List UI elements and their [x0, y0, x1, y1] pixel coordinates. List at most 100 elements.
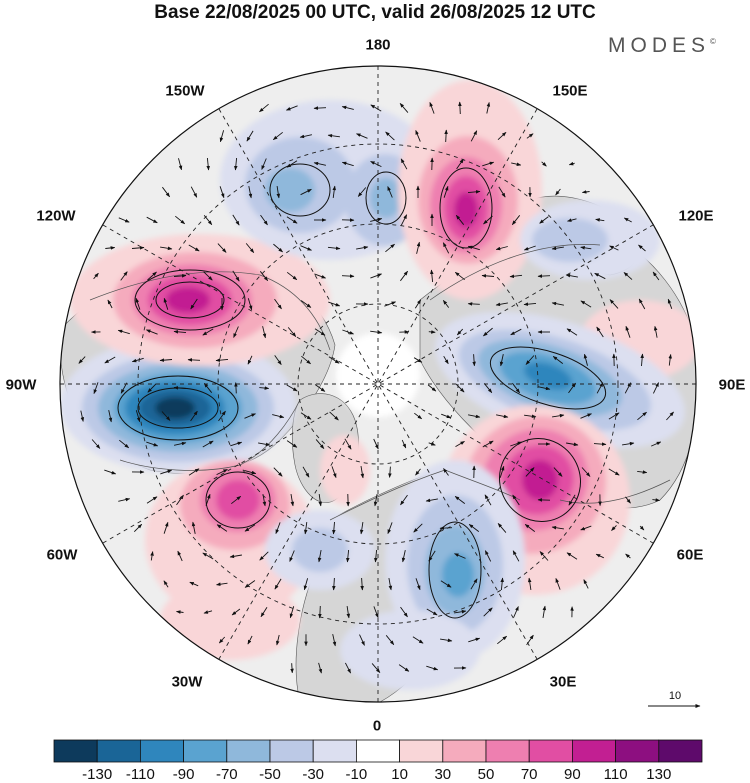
wind-vector [260, 607, 268, 618]
wind-vector [135, 410, 141, 423]
wind-vector [428, 442, 436, 446]
wind-vector [538, 386, 551, 391]
wind-vector [468, 637, 481, 643]
wind-vector [261, 158, 267, 170]
wind-vector [259, 551, 269, 561]
wind-vector [541, 161, 547, 167]
wind-vector [104, 356, 116, 364]
wind-vector [314, 384, 326, 392]
wind-vector [120, 382, 128, 394]
colorbar-tick-label: 110 [603, 766, 628, 783]
wind-vector [328, 356, 340, 364]
wind-vector [332, 185, 337, 198]
wind-vector [481, 274, 495, 278]
wind-vector [327, 133, 340, 138]
colorbar-tick-label: -130 [82, 766, 113, 783]
wind-vector [314, 273, 327, 279]
colorbar-swatch [528, 739, 573, 763]
colorbar-tick-label: 50 [477, 766, 495, 783]
wind-vector [274, 298, 282, 310]
wind-vector [231, 608, 241, 616]
wind-vector [190, 410, 198, 422]
wind-vector [314, 328, 326, 336]
wind-vector [398, 664, 410, 672]
wind-vector [135, 297, 141, 310]
colorbar-swatch [442, 739, 487, 763]
wind-vector [467, 190, 481, 194]
wind-vector [637, 411, 647, 421]
wind-vector [163, 297, 169, 310]
colorbar-tick-label: 30 [434, 766, 452, 783]
colorbar-tick-label: 70 [520, 766, 538, 783]
wind-vector [568, 382, 576, 394]
wind-vector [289, 606, 295, 619]
wind-vector [370, 160, 382, 168]
wind-vector [176, 610, 184, 614]
wind-vector [360, 577, 364, 591]
wind-vector [357, 187, 367, 197]
wind-vector [189, 581, 199, 587]
wind-vector [216, 524, 228, 532]
map-title: Base 22/08/2025 00 UTC, valid 26/08/2025… [154, 2, 596, 23]
wind-vector [580, 300, 592, 308]
wind-vector [400, 606, 408, 618]
wind-vector [566, 442, 579, 447]
wind-vector [188, 244, 200, 252]
wind-vector [400, 270, 408, 282]
wind-vector [608, 412, 620, 420]
wind-vector [412, 636, 424, 644]
wind-vector [552, 356, 564, 364]
wind-vector [593, 442, 607, 446]
colorbar-tick-label: -30 [302, 766, 325, 783]
wind-vector [133, 523, 143, 533]
wind-vector [216, 468, 228, 476]
lon-label-150w: 150W [165, 82, 205, 100]
lon-label-90e: 90E [718, 376, 746, 394]
wind-vector [300, 300, 312, 308]
wind-vector [638, 298, 646, 310]
wind-vector [539, 216, 549, 224]
wind-vector [215, 358, 229, 362]
wind-vector [317, 550, 322, 563]
wind-vector [401, 550, 406, 563]
wind-vector [173, 274, 187, 278]
wind-vector [512, 494, 520, 506]
wind-vector [329, 411, 339, 421]
wind-vector [119, 439, 130, 449]
wind-vector [668, 353, 672, 366]
wind-vector [525, 355, 535, 365]
wind-vector [259, 271, 269, 282]
wind-vector [443, 185, 449, 198]
wind-vector [385, 635, 395, 646]
wind-vector [622, 441, 635, 446]
wind-vector [331, 466, 337, 479]
wind-vector [470, 578, 478, 590]
wind-vector [160, 469, 173, 475]
wind-vector [356, 133, 368, 139]
lon-label-60e: 60E [676, 546, 704, 564]
wind-vector [328, 301, 341, 307]
wind-vector [78, 356, 86, 364]
wind-vector [286, 440, 298, 448]
wind-vector [581, 467, 591, 477]
wind-vector [428, 550, 436, 562]
wind-vector [290, 663, 294, 674]
wind-vector [427, 384, 437, 392]
wind-vector [595, 218, 605, 222]
wind-vector [346, 606, 351, 619]
wind-vector [272, 414, 285, 419]
wind-vector [274, 578, 282, 590]
wind-vector [510, 441, 523, 447]
wind-vector [117, 329, 130, 335]
wind-vector [229, 554, 242, 559]
wind-vector [595, 553, 604, 559]
wind-vector [497, 523, 507, 533]
wind-vector [318, 662, 323, 674]
wind-vector [302, 466, 310, 478]
wind-vector [313, 161, 326, 166]
wind-vector [482, 161, 495, 167]
lon-label-30e: 30E [549, 673, 577, 691]
wind-vector [174, 441, 187, 446]
colorbar-tick-label: -90 [172, 766, 195, 783]
wind-vector [468, 414, 481, 419]
